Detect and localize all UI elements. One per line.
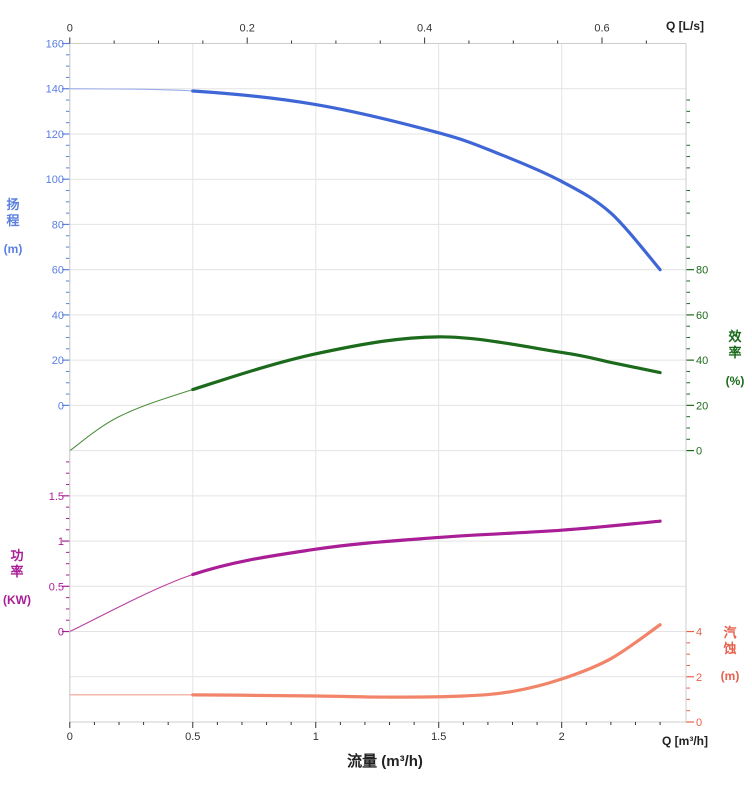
svg-text:0.6: 0.6 bbox=[594, 23, 609, 35]
svg-text:1.5: 1.5 bbox=[431, 731, 446, 743]
svg-text:0: 0 bbox=[696, 446, 702, 458]
svg-text:1: 1 bbox=[58, 536, 64, 548]
svg-text:功: 功 bbox=[10, 548, 23, 563]
svg-text:40: 40 bbox=[696, 355, 708, 367]
svg-text:(KW): (KW) bbox=[3, 593, 31, 607]
svg-text:扬: 扬 bbox=[6, 197, 19, 212]
svg-text:Q [L/s]: Q [L/s] bbox=[666, 19, 704, 33]
svg-text:140: 140 bbox=[46, 84, 64, 96]
svg-text:汽: 汽 bbox=[723, 625, 736, 640]
svg-text:0.5: 0.5 bbox=[49, 581, 64, 593]
svg-text:2: 2 bbox=[559, 731, 565, 743]
svg-text:0: 0 bbox=[67, 731, 73, 743]
svg-text:(%): (%) bbox=[726, 374, 745, 388]
svg-text:效: 效 bbox=[728, 329, 742, 344]
svg-text:Q [m³/h]: Q [m³/h] bbox=[662, 734, 708, 748]
svg-text:1: 1 bbox=[313, 731, 319, 743]
svg-text:20: 20 bbox=[52, 355, 64, 367]
svg-text:160: 160 bbox=[46, 39, 64, 51]
svg-text:0: 0 bbox=[67, 23, 73, 35]
svg-text:100: 100 bbox=[46, 174, 64, 186]
svg-text:蚀: 蚀 bbox=[722, 641, 736, 656]
svg-text:(m): (m) bbox=[4, 242, 23, 256]
svg-text:60: 60 bbox=[52, 265, 64, 277]
svg-text:程: 程 bbox=[6, 213, 19, 228]
svg-text:120: 120 bbox=[46, 129, 64, 141]
svg-text:80: 80 bbox=[52, 219, 64, 231]
svg-text:流量 (m³/h): 流量 (m³/h) bbox=[347, 752, 423, 770]
svg-text:2: 2 bbox=[696, 672, 702, 684]
svg-text:0.4: 0.4 bbox=[417, 23, 432, 35]
svg-text:0: 0 bbox=[58, 627, 64, 639]
svg-text:40: 40 bbox=[52, 310, 64, 322]
svg-text:1.5: 1.5 bbox=[49, 491, 64, 503]
svg-text:率: 率 bbox=[10, 564, 23, 579]
svg-text:(m): (m) bbox=[721, 669, 740, 683]
svg-text:4: 4 bbox=[696, 627, 702, 639]
svg-text:20: 20 bbox=[696, 400, 708, 412]
svg-text:80: 80 bbox=[696, 265, 708, 277]
svg-text:0.5: 0.5 bbox=[185, 731, 200, 743]
svg-text:0: 0 bbox=[696, 717, 702, 729]
svg-text:0: 0 bbox=[58, 400, 64, 412]
svg-text:0.2: 0.2 bbox=[240, 23, 255, 35]
svg-text:60: 60 bbox=[696, 310, 708, 322]
svg-text:率: 率 bbox=[728, 345, 741, 360]
